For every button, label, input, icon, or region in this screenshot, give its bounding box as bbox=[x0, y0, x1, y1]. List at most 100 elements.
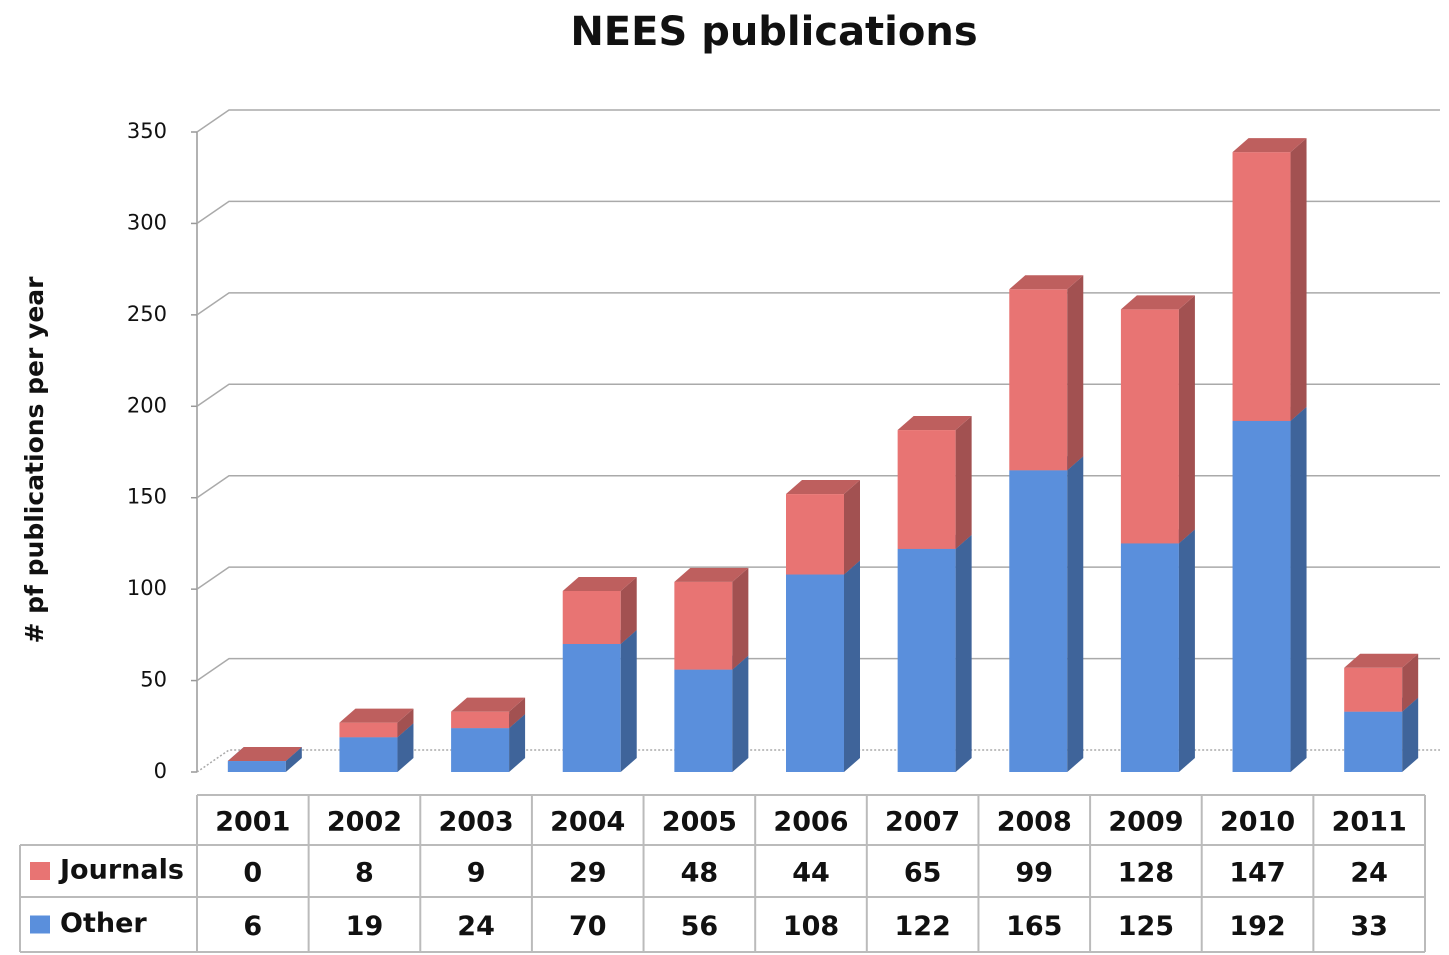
bar-side bbox=[1178, 529, 1195, 772]
bar-segment bbox=[339, 708, 414, 738]
y-tick-label: 300 bbox=[127, 210, 167, 234]
y-axis-label: # pf publications per year bbox=[20, 276, 49, 644]
bar-side bbox=[509, 714, 526, 772]
bar-top bbox=[1120, 295, 1195, 310]
bar-side bbox=[1067, 275, 1084, 471]
bar-top bbox=[451, 697, 526, 712]
table-value: 122 bbox=[894, 911, 950, 942]
bar-side bbox=[1290, 406, 1307, 772]
bar-side bbox=[1402, 653, 1419, 712]
table-value: 165 bbox=[1006, 911, 1062, 942]
grid-line bbox=[196, 109, 1440, 133]
bar-segment bbox=[1232, 406, 1307, 772]
y-tick-label: 250 bbox=[127, 302, 167, 326]
x-tick-label: 2007 bbox=[885, 807, 960, 838]
y-tick-label: 150 bbox=[127, 485, 167, 509]
table-value: 99 bbox=[1015, 858, 1053, 889]
bar-side bbox=[620, 576, 637, 644]
bar-segment bbox=[1009, 275, 1084, 471]
legend-label: Other bbox=[60, 908, 147, 939]
bar-front bbox=[1009, 470, 1068, 772]
bar-front bbox=[227, 761, 286, 772]
bar-front bbox=[562, 590, 621, 644]
bar-front bbox=[1120, 309, 1179, 544]
bar-side bbox=[844, 560, 860, 772]
bar-front bbox=[786, 494, 844, 575]
table-value: 70 bbox=[569, 911, 607, 942]
bar-side bbox=[1402, 697, 1419, 772]
bar-front bbox=[339, 737, 398, 772]
table-value: 24 bbox=[457, 911, 495, 942]
bar-front bbox=[562, 644, 621, 772]
table-value: 8 bbox=[355, 858, 374, 889]
bar-segment bbox=[674, 567, 749, 670]
x-tick-label: 2005 bbox=[662, 807, 737, 838]
bar-front bbox=[1344, 711, 1403, 772]
bar-side bbox=[732, 655, 749, 772]
bar-side bbox=[509, 697, 526, 729]
bar-segment bbox=[562, 576, 637, 644]
bar-top bbox=[227, 747, 302, 762]
bar-side bbox=[620, 630, 637, 772]
table-value: 128 bbox=[1118, 858, 1174, 889]
bar-segment bbox=[1120, 529, 1195, 772]
bar-top bbox=[1232, 138, 1307, 153]
x-tick-label: 2006 bbox=[773, 807, 848, 838]
legend-label: Journals bbox=[58, 855, 184, 886]
bar-top bbox=[339, 708, 414, 723]
table-value: 56 bbox=[681, 911, 719, 942]
y-tick-label: 50 bbox=[140, 668, 167, 692]
bar-side bbox=[1067, 456, 1084, 772]
grid-line bbox=[196, 200, 1440, 225]
table-value: 29 bbox=[569, 858, 607, 889]
x-tick-label: 2009 bbox=[1108, 807, 1183, 838]
bar-segment bbox=[897, 534, 972, 772]
table-value: 147 bbox=[1229, 858, 1285, 889]
table-value: 24 bbox=[1350, 858, 1388, 889]
bar-front bbox=[897, 548, 956, 772]
legend-swatch bbox=[30, 915, 50, 934]
bar-top bbox=[674, 567, 749, 582]
table-value: 6 bbox=[243, 911, 262, 942]
chart-title: NEES publications bbox=[570, 9, 977, 55]
bar-segment bbox=[786, 480, 860, 575]
bar-top bbox=[1009, 275, 1084, 290]
bar-side bbox=[397, 708, 414, 738]
table-value: 9 bbox=[467, 858, 486, 889]
x-tick-label: 2002 bbox=[327, 807, 402, 838]
table-value: 65 bbox=[904, 858, 942, 889]
bar-side bbox=[955, 416, 972, 549]
table-value: 192 bbox=[1229, 911, 1285, 942]
bar-side bbox=[1178, 295, 1195, 544]
bar-front bbox=[674, 669, 733, 772]
bar-segment bbox=[897, 416, 972, 549]
bar-front bbox=[339, 722, 398, 738]
x-tick-label: 2008 bbox=[997, 807, 1072, 838]
bar-side bbox=[955, 534, 972, 772]
bar-front bbox=[1232, 420, 1291, 772]
bar-segment bbox=[786, 560, 860, 772]
bar-side bbox=[732, 567, 749, 670]
bar-segment bbox=[1120, 295, 1195, 544]
bar-segment bbox=[1344, 653, 1419, 712]
bar-side bbox=[397, 723, 414, 772]
table-value: 108 bbox=[783, 911, 839, 942]
bar-segment bbox=[1232, 138, 1307, 421]
bar-front bbox=[897, 430, 956, 549]
x-tick-label: 2010 bbox=[1220, 807, 1295, 838]
bar-front bbox=[786, 574, 844, 772]
bar-segment bbox=[562, 630, 637, 772]
table-value: 19 bbox=[346, 911, 384, 942]
x-tick-label: 2011 bbox=[1332, 807, 1407, 838]
bar-side bbox=[844, 480, 860, 575]
bar-top bbox=[786, 480, 860, 495]
bar-segment bbox=[227, 747, 302, 762]
y-tick-label: 0 bbox=[154, 759, 167, 783]
bar-top bbox=[1344, 653, 1419, 668]
bar-front bbox=[451, 711, 510, 729]
bar-side bbox=[1290, 138, 1307, 421]
x-tick-label: 2003 bbox=[439, 807, 514, 838]
bar-front bbox=[1009, 289, 1068, 471]
table-value: 44 bbox=[792, 858, 830, 889]
x-tick-label: 2001 bbox=[215, 807, 290, 838]
